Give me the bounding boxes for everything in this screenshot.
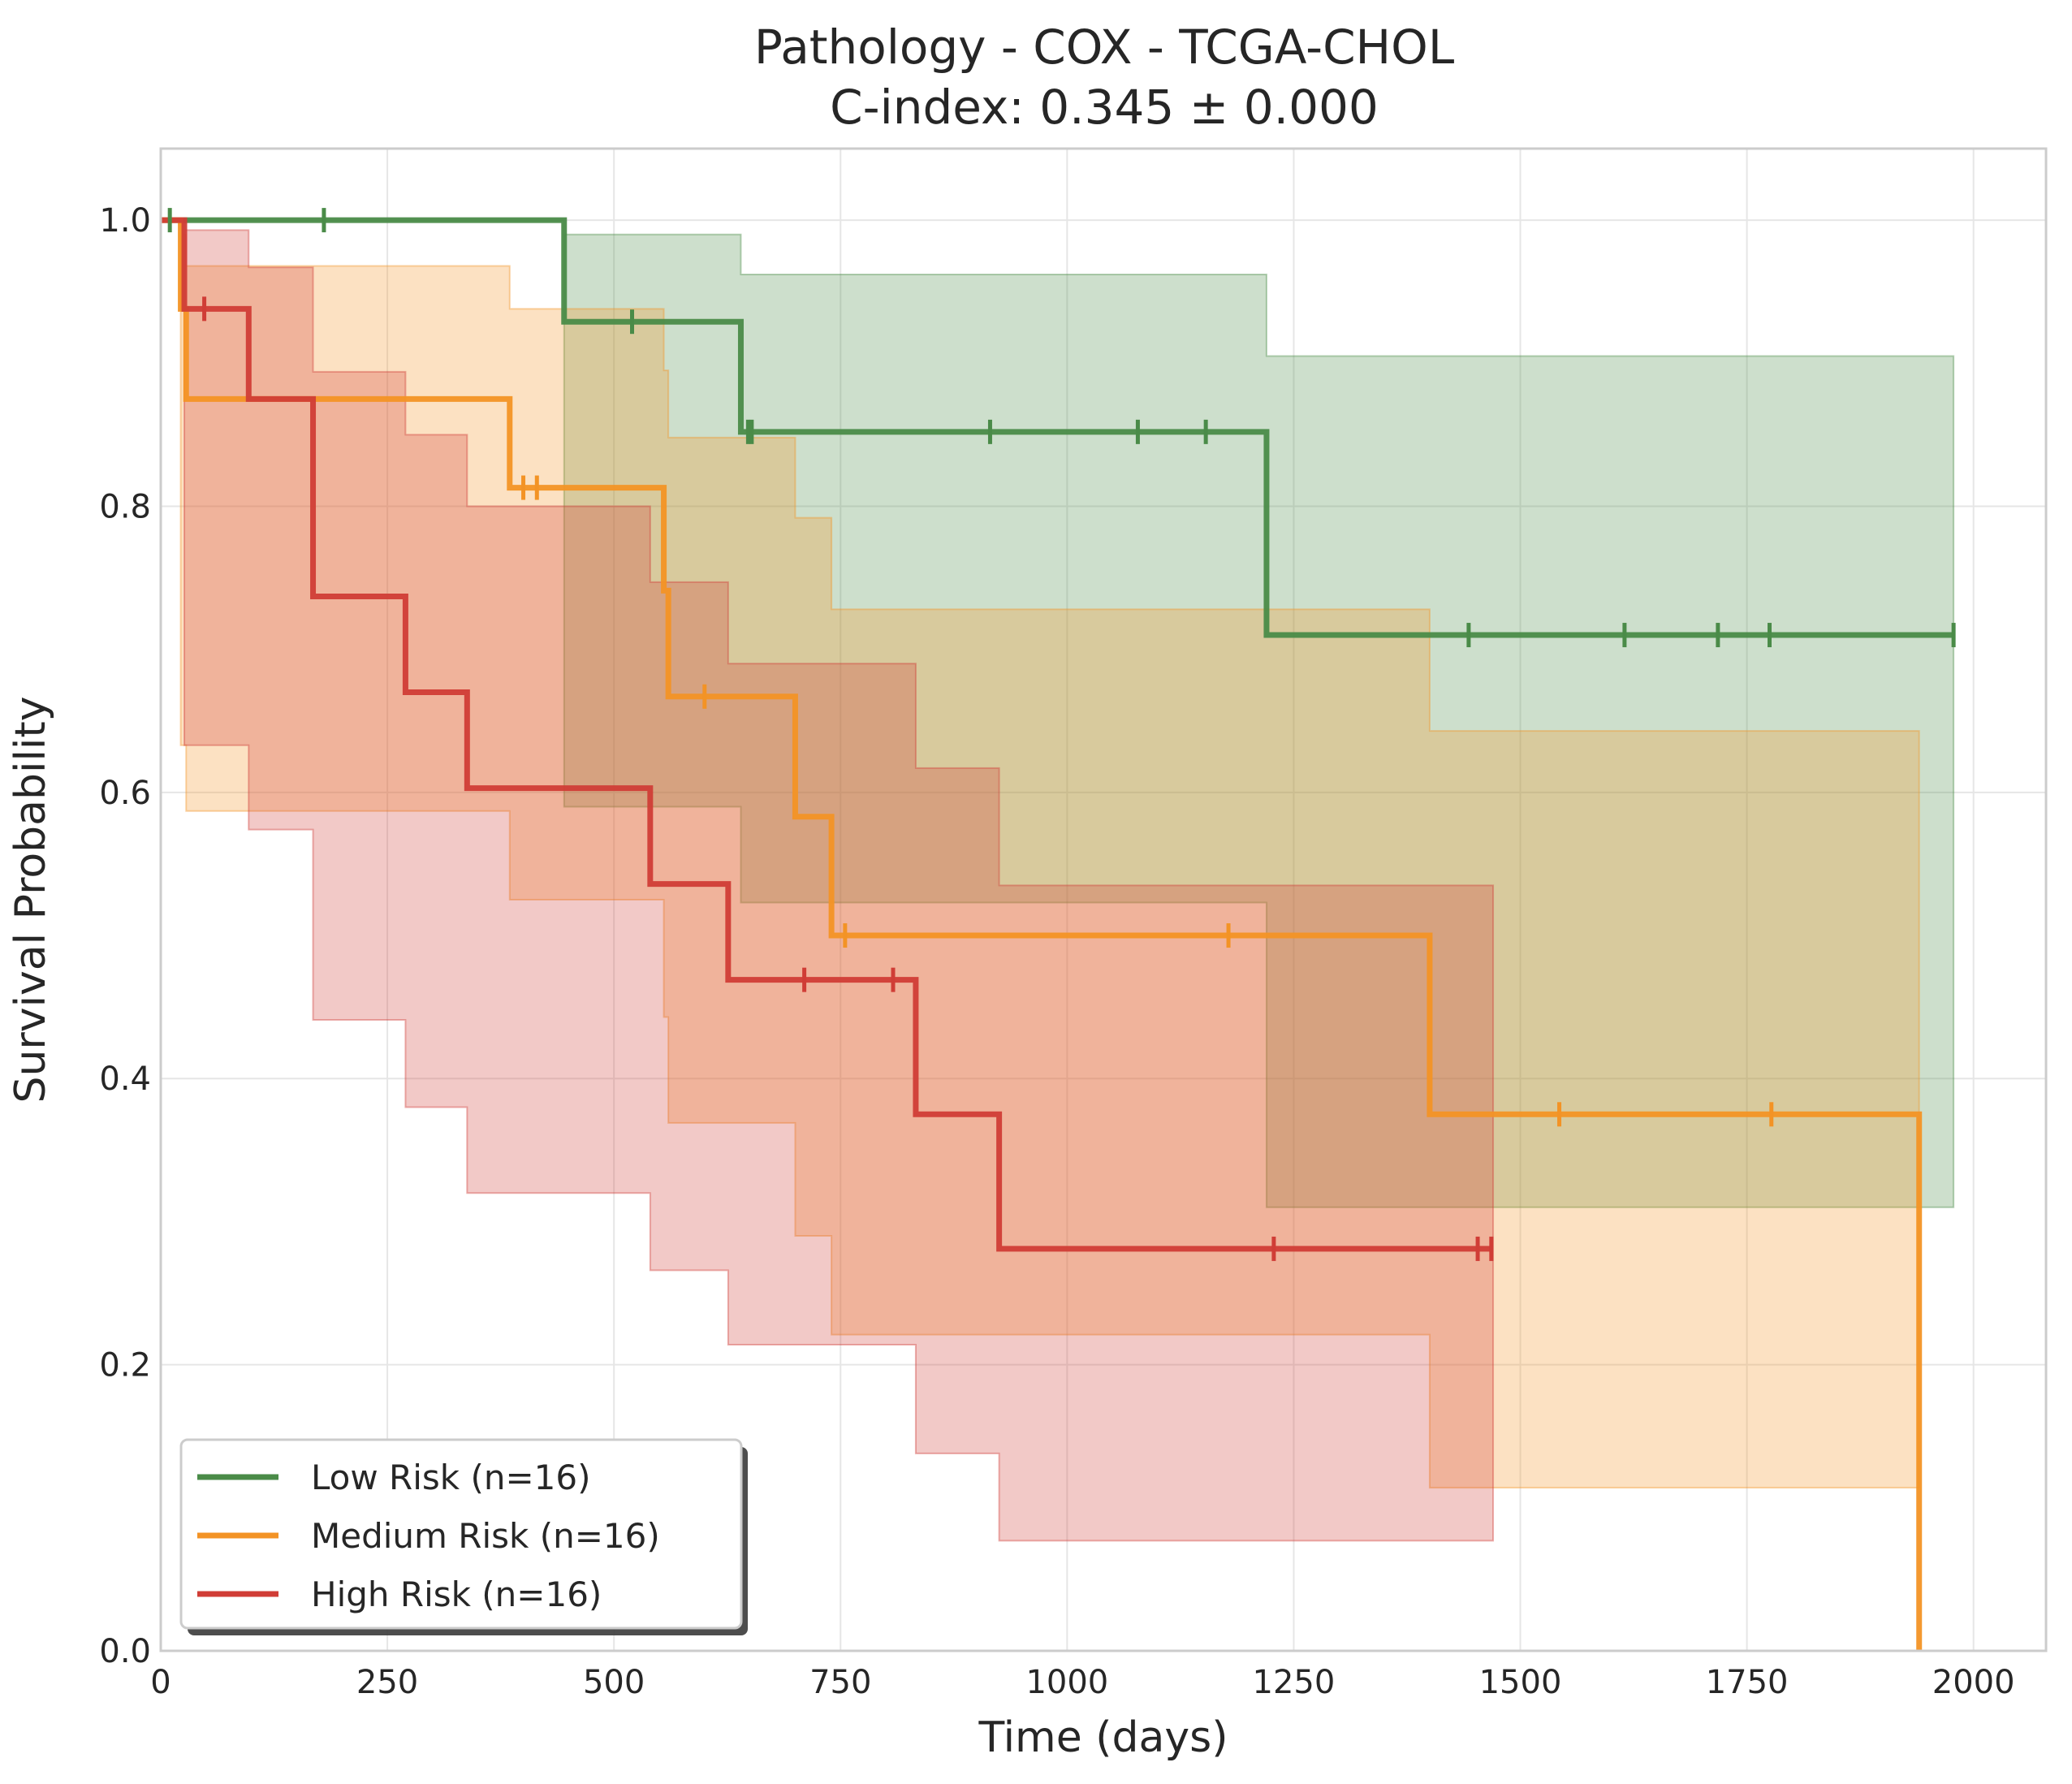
survival-curve	[161, 217, 1494, 1252]
x-axis-label: Time (days)	[978, 1713, 1228, 1762]
x-tick-label: 1750	[1706, 1664, 1789, 1701]
x-tick-label: 750	[809, 1664, 871, 1701]
legend-label: Low Risk (n=16)	[311, 1458, 591, 1497]
tick-labels: 0 250 500 750 1000 1250 1500 1750 2000 0.0 0.2 0.4 0…	[99, 202, 2014, 1701]
legend-label: High Risk (n=16)	[311, 1574, 602, 1614]
y-tick-label: 0.0	[99, 1633, 151, 1670]
y-tick-label: 0.2	[99, 1347, 151, 1384]
censor-markers	[167, 208, 1956, 1261]
x-tick-label: 1500	[1479, 1664, 1562, 1701]
y-tick-label: 0.8	[99, 488, 151, 525]
survival-curve	[161, 217, 1954, 638]
confidence-band	[161, 219, 1495, 1542]
survival-curves	[161, 217, 1954, 1651]
x-tick-label: 250	[356, 1664, 418, 1701]
legend-box	[179, 1438, 743, 1630]
y-tick-label: 0.6	[99, 775, 151, 812]
chart-title: Pathology - COX - TCGA-CHOL	[754, 19, 1454, 75]
legend-label: Medium Risk (n=16)	[311, 1516, 660, 1556]
x-tick-label: 2000	[1932, 1664, 2015, 1701]
x-tick-label: 1000	[1025, 1664, 1108, 1701]
y-tick-label: 1.0	[99, 202, 151, 240]
y-axis-label: Survival Probability	[6, 696, 55, 1103]
confidence-bands	[161, 219, 1955, 1542]
y-tick-label: 0.4	[99, 1060, 151, 1098]
x-tick-label: 1250	[1253, 1664, 1336, 1701]
legend: Low Risk (n=16) Medium Risk (n=16) High Ri…	[179, 1438, 748, 1635]
chart-subtitle: C-index: 0.345 ± 0.000	[830, 80, 1379, 135]
plot-frame	[159, 147, 2048, 1652]
x-tick-label: 0	[150, 1664, 171, 1701]
x-tick-label: 500	[583, 1664, 645, 1701]
confidence-band	[161, 219, 1920, 1489]
